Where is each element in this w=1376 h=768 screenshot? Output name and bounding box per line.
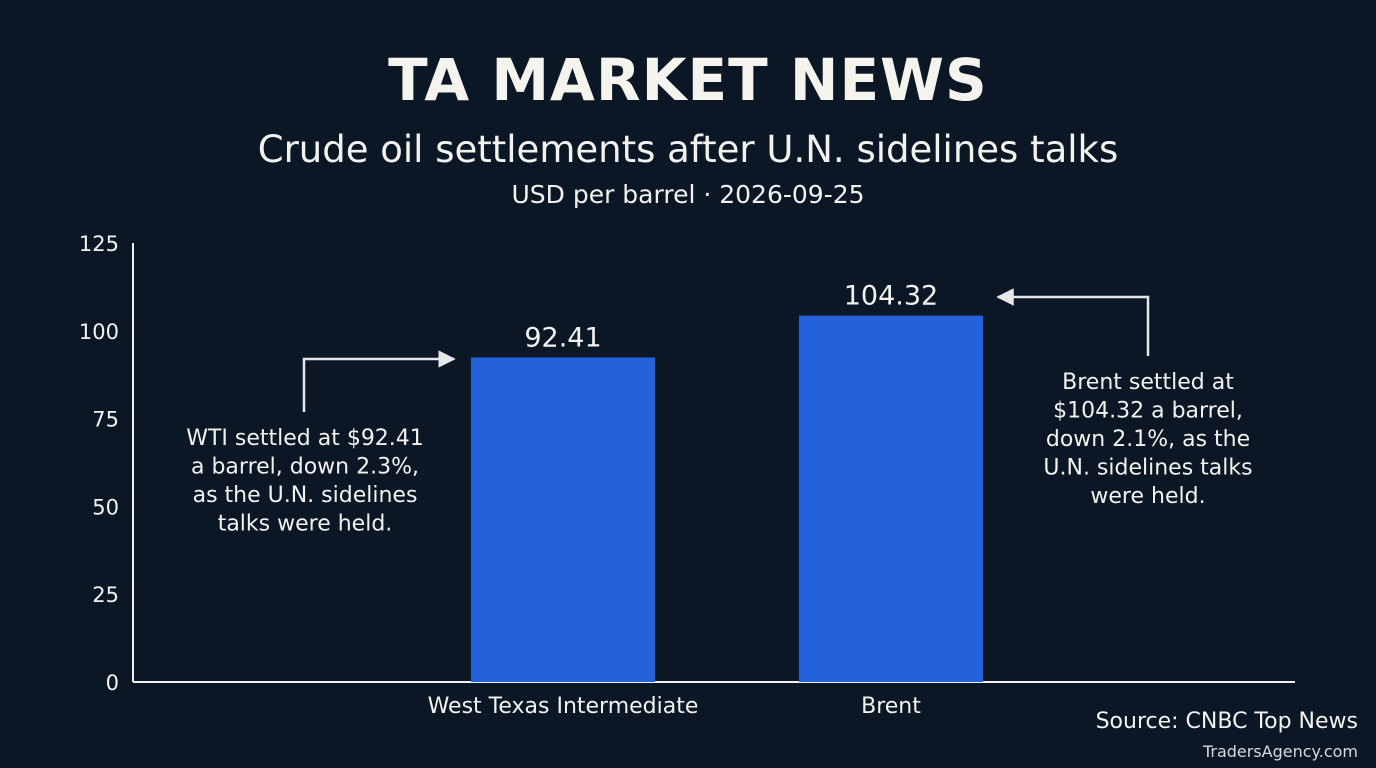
y-tick-label: 100 <box>79 320 119 344</box>
chart-title: Crude oil settlements after U.N. sidelin… <box>257 128 1119 171</box>
brand-title: TA MARKET NEWS <box>388 46 988 114</box>
x-tick-label: Brent <box>861 694 921 719</box>
watermark: TradersAgency.com <box>1202 742 1358 761</box>
brent-annotation-line: were held. <box>1090 484 1205 509</box>
brent-annotation-line: $104.32 a barrel, <box>1053 399 1243 424</box>
brent-annotation-line: Brent settled at <box>1062 370 1234 395</box>
x-axis: West Texas Intermediate Brent <box>133 681 1295 719</box>
bar <box>471 357 655 682</box>
bar-value-label: 104.32 <box>844 281 938 312</box>
bar-value-label: 92.41 <box>524 322 601 353</box>
brent-callout-arrow <box>996 288 1150 356</box>
y-tick-label: 25 <box>92 583 119 607</box>
wti-annotation-line: talks were held. <box>218 512 393 537</box>
bar <box>799 315 983 682</box>
x-tick-label: West Texas Intermediate <box>428 694 699 719</box>
bar-series: 92.41 104.32 <box>471 281 983 682</box>
y-axis: 0 25 50 75 100 125 <box>79 232 134 695</box>
wti-annotation-line: a barrel, down 2.3%, <box>191 455 419 480</box>
brent-annotation-line: down 2.1%, as the <box>1046 427 1250 452</box>
wti-annotation-line: as the U.N. sidelines <box>193 483 418 508</box>
annotations: WTI settled at $92.41 a barrel, down 2.3%… <box>186 288 1253 537</box>
y-tick-label: 75 <box>92 408 119 432</box>
y-tick-label: 125 <box>79 232 119 256</box>
wti-annotation-line: WTI settled at $92.41 <box>186 426 424 451</box>
wti-callout-arrow <box>302 350 456 412</box>
source-credit: Source: CNBC Top News <box>1095 709 1358 734</box>
y-tick-label: 0 <box>106 671 119 695</box>
chart-subtitle: USD per barrel · 2026-09-25 <box>511 180 865 209</box>
brent-annotation-line: U.N. sidelines talks <box>1043 456 1252 481</box>
y-tick-label: 50 <box>92 495 119 519</box>
